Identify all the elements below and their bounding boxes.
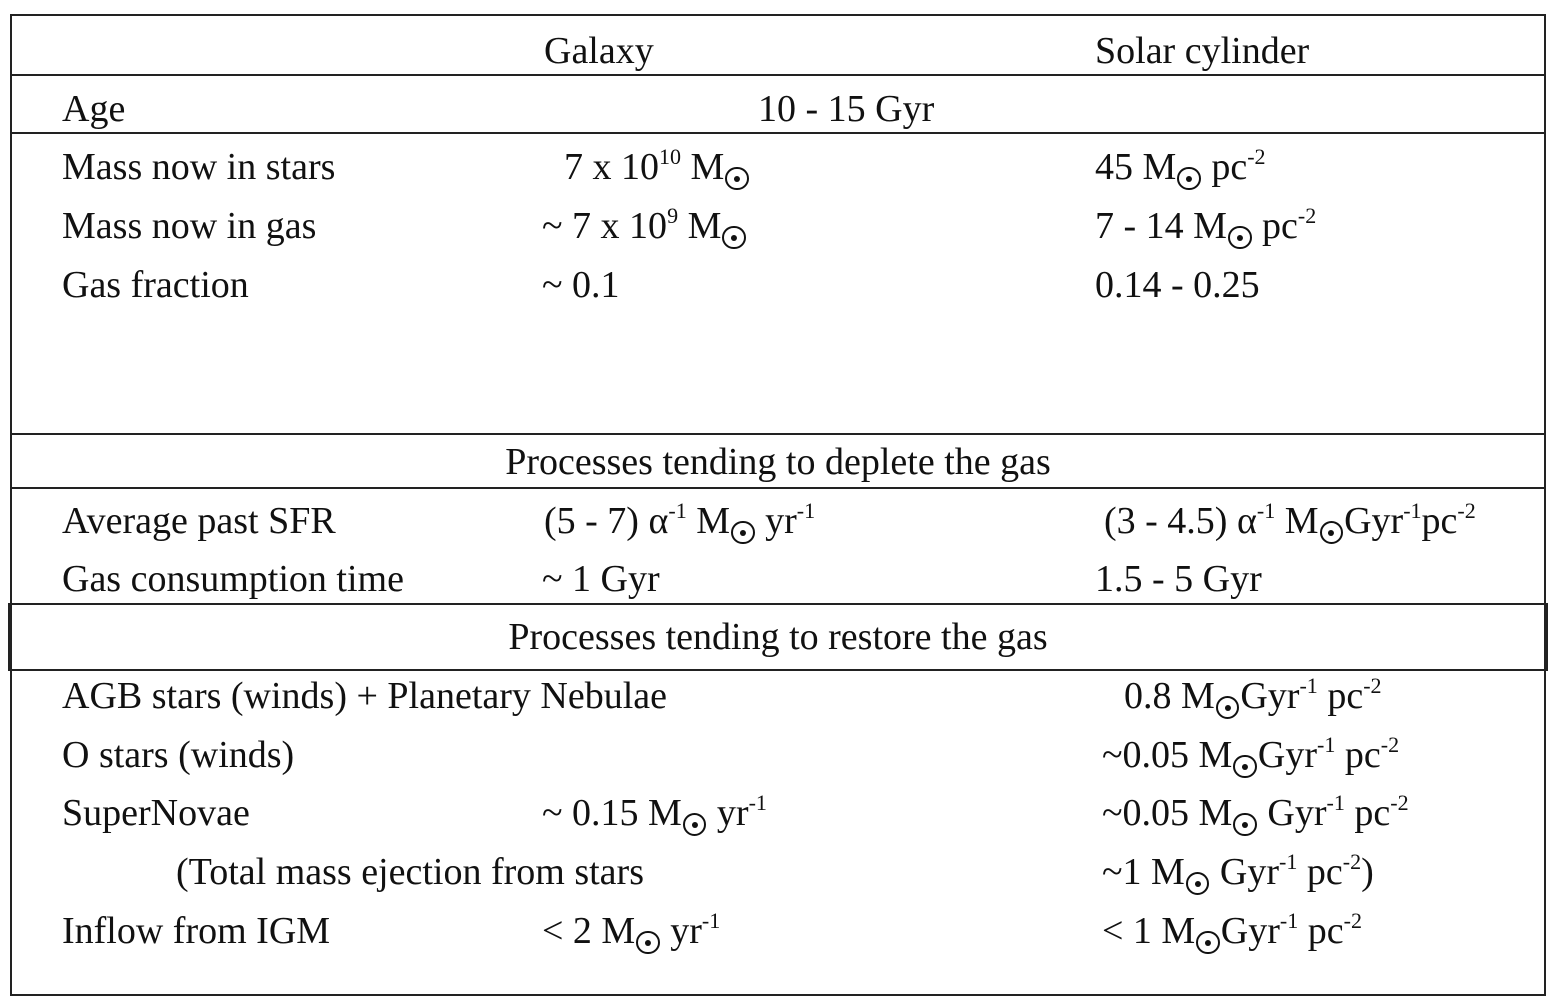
sun-symbol-icon [1215, 695, 1240, 720]
row-avg-sfr-galaxy: (5 - 7) α-1 M yr-1 [544, 499, 815, 545]
section-deplete-title: Processes tending to deplete the gas [505, 441, 1051, 483]
sun-symbol-icon [636, 930, 660, 955]
row-total-label: (Total mass ejection from stars [176, 851, 644, 893]
row-avg-sfr-label: Average past SFR [62, 500, 336, 542]
restore-section-box [8, 603, 1548, 671]
row-gas-fraction-label: Gas fraction [62, 264, 249, 306]
header-galaxy: Galaxy [544, 30, 654, 72]
divider-deplete-top [10, 433, 1546, 435]
divider-header [10, 74, 1546, 76]
divider-age [10, 132, 1546, 134]
row-gas-fraction-galaxy: ~ 0.1 [542, 264, 620, 306]
row-age-value: 10 - 15 Gyr [758, 88, 935, 130]
row-mass-stars-galaxy: 7 x 1010 M [564, 145, 750, 191]
sun-symbol-icon [731, 520, 755, 545]
row-agb-label: AGB stars (winds) + Planetary Nebulae [62, 675, 668, 717]
row-total-solar: ~1 M Gyr-1 pc-2) [1102, 850, 1374, 896]
sun-symbol-icon [1227, 225, 1252, 250]
sun-symbol-icon [1177, 166, 1201, 191]
sun-symbol-icon [1319, 520, 1344, 545]
sun-symbol-icon [1233, 812, 1257, 837]
row-inflow-solar: < 1 M Gyr-1 pc-2 [1102, 909, 1362, 955]
row-inflow-galaxy: < 2 M yr-1 [542, 909, 720, 955]
row-mass-stars-solar: 45 M pc-2 [1095, 145, 1266, 191]
row-mass-gas-galaxy: ~ 7 x 109 M [542, 204, 747, 250]
row-ostars-solar: ~0.05 M Gyr-1 pc-2 [1102, 733, 1399, 779]
row-age-label: Age [62, 88, 126, 130]
sun-symbol-icon [722, 225, 746, 250]
sun-symbol-icon [1196, 930, 1220, 955]
row-gas-time-solar: 1.5 - 5 Gyr [1095, 558, 1262, 600]
row-mass-gas-label: Mass now in gas [62, 205, 317, 247]
row-sn-galaxy: ~ 0.15 M yr-1 [542, 791, 767, 837]
sun-symbol-icon [1233, 754, 1257, 779]
row-ostars-label: O stars (winds) [62, 734, 295, 776]
row-gas-time-label: Gas consumption time [62, 558, 404, 600]
row-mass-stars-label: Mass now in stars [62, 146, 336, 188]
sun-symbol-icon [725, 166, 749, 191]
sun-symbol-icon [1185, 871, 1210, 896]
row-mass-gas-solar: 7 - 14 M pc-2 [1095, 204, 1316, 250]
row-sn-solar: ~0.05 M Gyr-1 pc-2 [1102, 791, 1409, 837]
sun-symbol-icon [682, 812, 707, 837]
section-restore-title: Processes tending to restore the gas [508, 616, 1048, 658]
row-inflow-label: Inflow from IGM [62, 910, 331, 952]
row-avg-sfr-solar: (3 - 4.5) α-1 M Gyr-1pc-2 [1104, 499, 1476, 545]
row-sn-label: SuperNovae [62, 792, 250, 834]
row-gas-time-galaxy: ~ 1 Gyr [542, 558, 660, 600]
divider-deplete-bottom [10, 487, 1546, 489]
row-gas-fraction-solar: 0.14 - 0.25 [1095, 264, 1260, 306]
table-frame [10, 14, 1546, 996]
row-agb-solar: 0.8 M Gyr-1 pc-2 [1124, 674, 1382, 720]
header-solar-cylinder: Solar cylinder [1095, 30, 1310, 72]
